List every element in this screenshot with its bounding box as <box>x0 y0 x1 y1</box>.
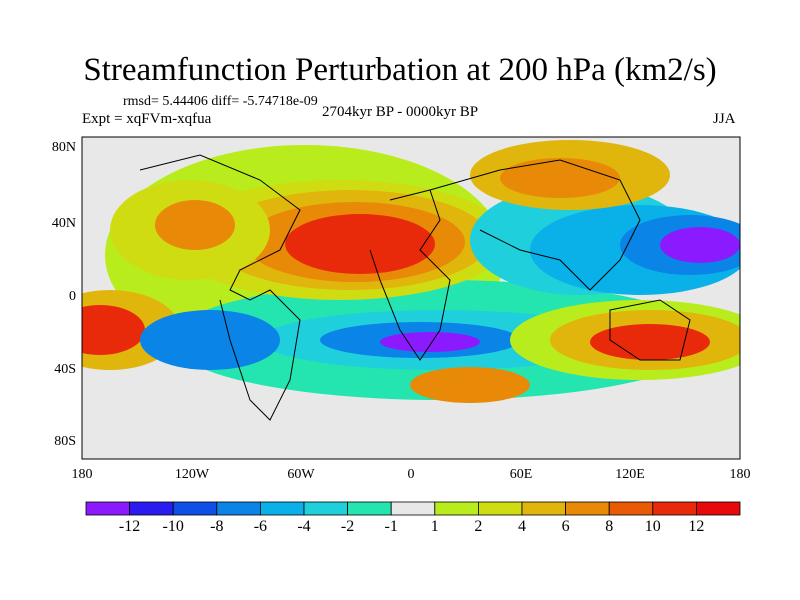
chart-title: Streamfunction Perturbation at 200 hPa (… <box>83 52 717 88</box>
y-tick-label: 80S <box>54 434 76 449</box>
colorbar-label: 1 <box>430 518 439 535</box>
experiment-label: Expt = xqFVm-xqfua <box>82 111 212 127</box>
colorbar-swatch <box>696 501 741 516</box>
x-tick-label: 120E <box>615 467 645 482</box>
colorbar-swatch <box>347 501 392 516</box>
plot-frame <box>81 136 741 460</box>
y-tick-label: 40N <box>51 216 76 231</box>
colorbar-label: 8 <box>605 518 614 535</box>
stats-label: rmsd= 5.44406 diff= -5.74718e-09 <box>123 94 318 109</box>
colorbar-label: -10 <box>162 518 184 535</box>
coastlines <box>139 154 691 421</box>
colorbar-swatch <box>129 501 174 516</box>
colorbar-swatch <box>303 501 348 516</box>
colorbar-label: 6 <box>561 518 570 535</box>
x-tick-label: 60E <box>509 467 533 482</box>
coastline-australia <box>609 299 691 361</box>
colorbar-label: 4 <box>518 518 526 535</box>
colorbar-label: -1 <box>384 518 398 535</box>
colorbar-label: 2 <box>474 518 483 535</box>
period-label: 2704kyr BP - 0000kyr BP <box>322 104 479 120</box>
colorbar-swatch <box>390 501 436 516</box>
contour-sepacific-low <box>140 310 280 370</box>
colorbar-label: 10 <box>644 518 661 535</box>
contour-southern-ocean <box>410 367 530 403</box>
contour-npacific-max <box>155 200 235 250</box>
colorbar-label: -8 <box>210 518 224 535</box>
x-tick-label: 120W <box>174 467 210 482</box>
coastline-eurasia <box>429 159 641 291</box>
season-label: JJA <box>713 111 736 127</box>
colorbar-swatch <box>521 501 566 516</box>
colorbar-swatch <box>434 501 479 516</box>
colorbar-label: 12 <box>688 518 705 535</box>
colorbar-swatch <box>259 501 305 516</box>
y-tick-label: 80N <box>51 140 76 155</box>
colorbar-label: -6 <box>253 518 268 535</box>
colorbar-swatch <box>85 501 130 516</box>
contour-south-atlantic-min <box>380 332 480 352</box>
contour-atlantic-max <box>285 214 435 274</box>
contour-siberia-max <box>500 158 620 198</box>
y-tick-label: 0 <box>69 289 76 304</box>
colorbar-swatch <box>477 501 523 516</box>
colorbar <box>85 501 741 516</box>
colorbar-label: -12 <box>118 518 141 535</box>
colorbar-swatch <box>608 501 654 516</box>
y-tick-label: 40S <box>54 362 76 377</box>
contour-australia-max <box>590 324 710 360</box>
colorbar-swatch <box>565 501 610 516</box>
colorbar-label: -4 <box>297 518 311 535</box>
contour-pacific-min <box>660 227 740 263</box>
colorbar-swatch <box>652 501 697 516</box>
colorbar-swatch <box>216 501 261 516</box>
x-tick-label: 0 <box>407 467 415 482</box>
coastline-americas <box>139 154 301 421</box>
x-tick-label: 180 <box>71 467 93 482</box>
map-plot-area <box>82 137 740 459</box>
x-tick-label: 60W <box>287 467 315 482</box>
colorbar-label: -2 <box>340 518 355 535</box>
contour-spacific-max <box>82 305 145 355</box>
x-tick-label: 180 <box>729 467 751 482</box>
colorbar-swatch <box>172 501 218 516</box>
coastline-africa <box>369 189 451 361</box>
